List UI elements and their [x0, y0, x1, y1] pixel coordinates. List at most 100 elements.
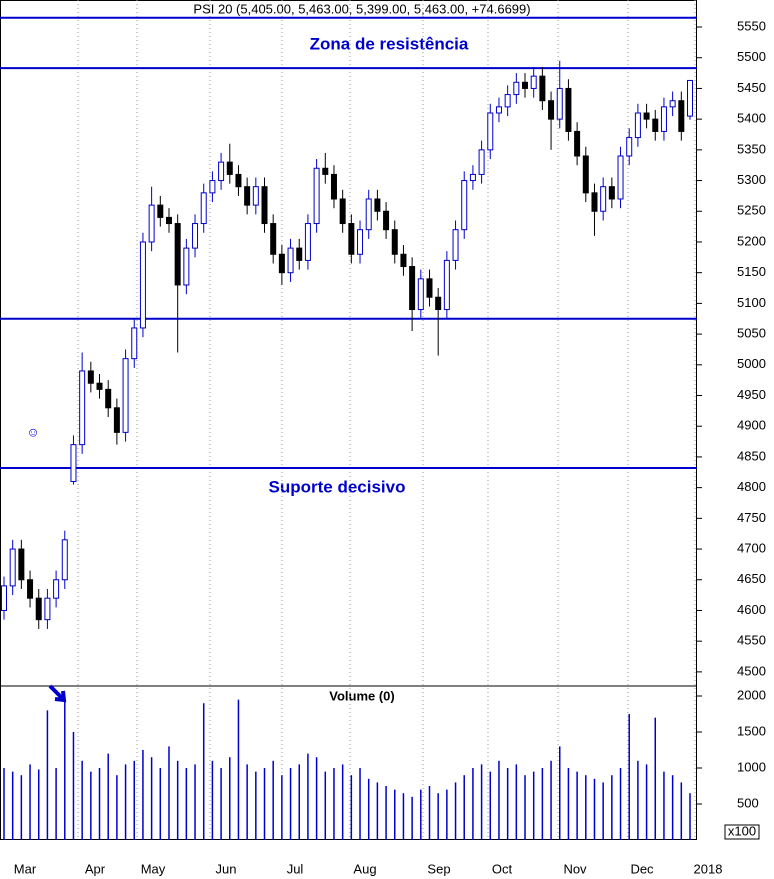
candle-body: [261, 186, 268, 225]
x-tick-label: Nov: [563, 861, 587, 876]
candle-body: [513, 81, 520, 96]
x-tick-label: Jul: [287, 861, 304, 876]
candle-body: [443, 259, 450, 311]
candle-body: [357, 229, 364, 255]
candle-body: [348, 223, 355, 255]
x-tick-label: Sep: [427, 861, 450, 876]
candle-body: [452, 229, 459, 261]
candle-body: [617, 155, 624, 200]
x-tick-label: Apr: [85, 861, 106, 876]
candle-body: [391, 229, 398, 255]
candle-body: [183, 247, 190, 286]
y-tick-label: 4950: [737, 387, 766, 402]
y-tick-label: 5300: [737, 172, 766, 187]
y-tick-label: 5050: [737, 326, 766, 341]
y-tick-label: 5200: [737, 233, 766, 248]
candle-body: [417, 278, 424, 311]
candle-body: [304, 223, 311, 261]
candle-body: [44, 597, 51, 621]
y-tick-label: 1000: [737, 759, 766, 774]
candle-body: [556, 87, 563, 120]
candle-body: [61, 539, 68, 581]
candle-body: [643, 112, 650, 120]
candle-body: [296, 247, 303, 261]
candle-body: [226, 161, 233, 175]
candle-body: [18, 548, 25, 581]
candle-body: [591, 192, 598, 212]
y-tick-label: 5250: [737, 203, 766, 218]
y-tick-label: 4900: [737, 418, 766, 433]
candle-body: [600, 186, 607, 212]
y-tick-label: 4750: [737, 510, 766, 525]
candle-body: [522, 81, 529, 89]
candle-body: [409, 266, 416, 311]
candle-body: [478, 149, 485, 175]
y-tick-label: 5500: [737, 49, 766, 64]
y-tick-label: 5550: [737, 18, 766, 33]
candle-body: [435, 296, 442, 311]
candle-body: [374, 198, 381, 212]
candle-body: [461, 180, 468, 231]
candle-body: [330, 173, 337, 200]
candle-body: [192, 223, 199, 249]
x-tick-label: Aug: [353, 861, 376, 876]
y-tick-label: 5400: [737, 111, 766, 126]
x-tick-label: Mar: [14, 861, 37, 876]
candle-body: [495, 106, 502, 114]
x-tick-label: 2018: [694, 861, 723, 876]
candle-body: [383, 210, 390, 231]
candle-body: [200, 192, 207, 225]
annotation: Zona de resistência: [310, 34, 469, 53]
candle-body: [469, 173, 476, 182]
y-tick-label: 5100: [737, 295, 766, 310]
candle-body: [218, 161, 225, 182]
candle-body: [165, 216, 172, 225]
candle-body: [400, 253, 407, 268]
y-tick-label: 4650: [737, 571, 766, 586]
candle-body: [548, 100, 555, 120]
arrow: [48, 684, 67, 703]
candle-body: [530, 75, 537, 89]
candle-body: [174, 223, 181, 286]
x-tick-label: Dec: [630, 861, 654, 876]
candle-body: [687, 79, 693, 117]
candle-body: [157, 204, 164, 218]
annotation: Suporte decisivo: [269, 477, 406, 496]
candle-body: [608, 186, 615, 200]
candle-body: [582, 155, 589, 194]
candle-body: [79, 370, 86, 446]
candle-body: [270, 223, 277, 255]
y-tick-label: 5350: [737, 141, 766, 156]
candle-body: [365, 198, 372, 231]
candle-body: [504, 94, 511, 108]
candle-body: [487, 112, 494, 151]
candle-body: [652, 118, 659, 132]
candle-body: [574, 130, 581, 157]
candle-body: [339, 198, 346, 225]
candle-body: [122, 358, 129, 433]
candle-body: [53, 579, 60, 599]
y-tick-label: 4850: [737, 448, 766, 463]
candle-body: [313, 167, 320, 225]
y-tick-label: 4600: [737, 602, 766, 617]
candle-body: [565, 87, 572, 132]
candle-body: [70, 444, 77, 482]
candle-body: [426, 278, 433, 298]
volume-title: Volume (0): [329, 688, 395, 703]
candle-body: [148, 204, 155, 243]
unit-box: [724, 824, 760, 840]
candle-body: [287, 247, 294, 274]
candle-body: [322, 167, 329, 175]
volume-unit: x100: [728, 823, 756, 838]
candle-body: [131, 327, 138, 360]
candle-body: [113, 407, 120, 433]
y-tick-label: 4700: [737, 540, 766, 555]
y-tick-label: 1500: [737, 723, 766, 738]
candle-body: [96, 382, 103, 390]
candle-body: [105, 388, 112, 409]
candle-body: [139, 241, 146, 329]
candle-body: [252, 186, 259, 206]
candle-body: [27, 579, 34, 599]
chart-title: PSI 20 (5,405.00, 5,463.00, 5,399.00, 5,…: [193, 1, 530, 16]
